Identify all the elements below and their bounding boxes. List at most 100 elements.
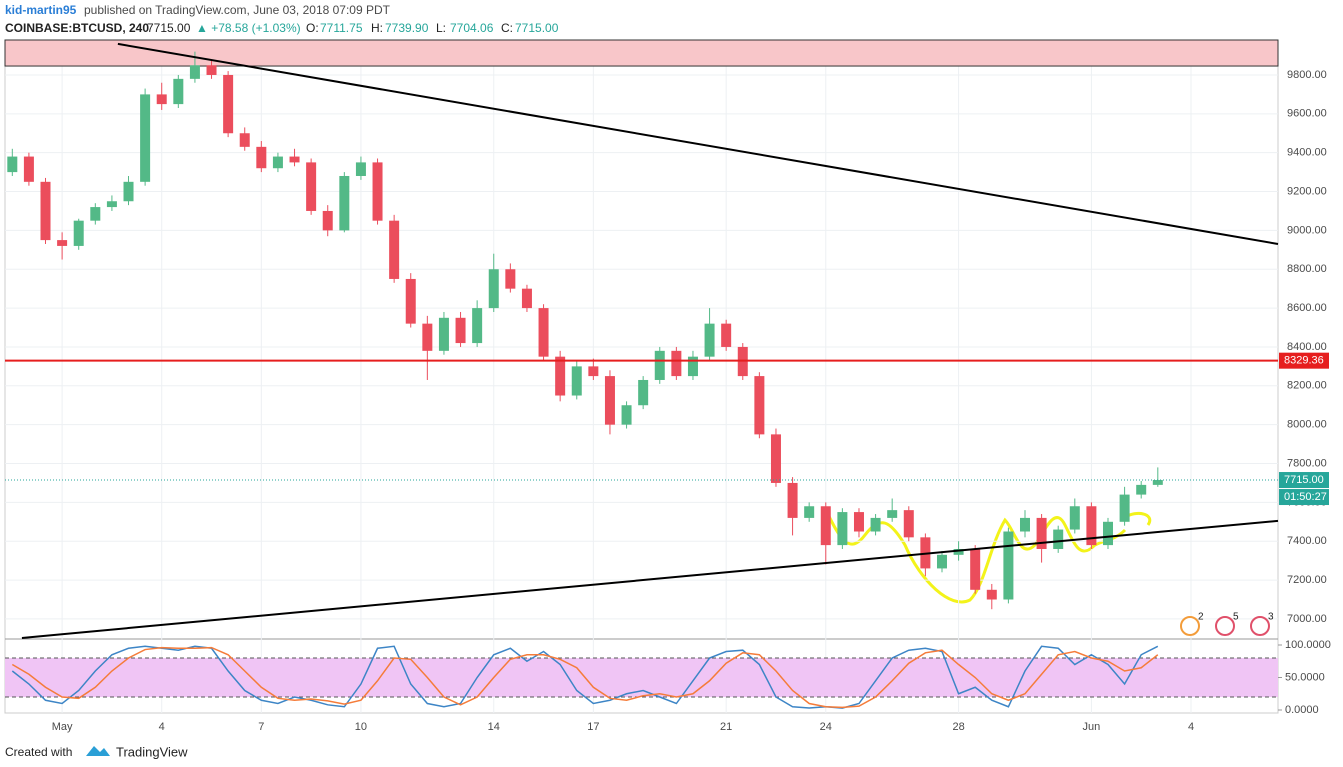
y-tick-label: 8000.00: [1287, 419, 1327, 431]
candle-body: [389, 220, 400, 279]
resistance-zone: [4, 39, 1279, 67]
stoch-line: [11, 646, 1159, 709]
y-tick-label: 9200.00: [1287, 185, 1327, 197]
x-tick-label: 14: [488, 721, 500, 733]
candle-body: [1019, 517, 1030, 532]
x-tick-label: 17: [587, 721, 599, 733]
event-count: 5: [1233, 612, 1239, 623]
y-tick-label: 8400.00: [1287, 341, 1327, 353]
symbol: COINBASE:BTCUSD, 240: [5, 21, 149, 35]
x-tick-label: 10: [355, 721, 367, 733]
candle-body: [472, 308, 483, 344]
candle-body: [538, 308, 549, 357]
x-tick-label: 4: [159, 721, 165, 733]
y-tick-label: 0.0000: [1285, 704, 1319, 716]
author[interactable]: kid-martin95: [5, 3, 77, 17]
y-tick-label: 7000.00: [1287, 613, 1327, 625]
candle-body: [721, 323, 732, 347]
candle-body: [355, 162, 366, 176]
y-tick-label: 8200.00: [1287, 380, 1327, 392]
candle-body: [73, 220, 84, 246]
candle-body: [1136, 484, 1147, 495]
candle-body: [173, 78, 184, 105]
candle-body: [870, 517, 881, 532]
change: ▲ +78.58 (+1.03%): [196, 21, 301, 35]
x-tick-label: May: [52, 721, 73, 733]
x-tick-label: Jun: [1083, 721, 1101, 733]
y-tick-label: 9400.00: [1287, 147, 1327, 159]
candle-body: [1152, 480, 1163, 485]
candle-body: [804, 506, 815, 518]
y-tick-label: 50.0000: [1285, 671, 1325, 683]
candle-body: [837, 512, 848, 546]
y-tick-label: 8800.00: [1287, 263, 1327, 275]
candle-body: [206, 65, 217, 75]
candle-body: [687, 356, 698, 377]
footer-text: Created with: [5, 745, 72, 759]
candle-body: [322, 210, 333, 231]
candle-body: [106, 201, 117, 208]
y-tick-label: 7200.00: [1287, 574, 1327, 586]
candle-body: [1036, 517, 1047, 549]
candle-body: [1086, 506, 1097, 546]
candle-body: [654, 350, 665, 380]
countdown-badge: [1279, 489, 1329, 506]
candle-body: [57, 240, 68, 246]
candle-body: [405, 278, 416, 324]
candle-body: [820, 506, 831, 546]
logo: [86, 746, 110, 756]
candle-body: [488, 269, 499, 309]
ohlc-value: 7704.06: [450, 21, 494, 35]
candle-body: [588, 366, 599, 377]
y-tick-label: 9600.00: [1287, 108, 1327, 120]
candle-body: [223, 74, 234, 134]
y-tick-label: 7400.00: [1287, 535, 1327, 547]
y-tick-label: 100.0000: [1285, 639, 1331, 651]
candle-body: [953, 548, 964, 555]
event-icon: [1250, 616, 1270, 636]
candle-body: [787, 482, 798, 518]
candle-body: [1119, 494, 1130, 522]
x-tick-label: 28: [952, 721, 964, 733]
candle-body: [521, 288, 532, 309]
ohlc-value: 7715.00: [515, 21, 559, 35]
ohlc-value: 7711.75: [320, 21, 363, 35]
event-count: 3: [1268, 612, 1274, 623]
candle-body: [306, 162, 317, 211]
ohlc-label: H:: [371, 21, 383, 35]
footer-brand[interactable]: TradingView: [116, 744, 188, 759]
x-tick-label: 4: [1188, 721, 1194, 733]
candle-body: [903, 510, 914, 538]
candle-body: [754, 376, 765, 435]
candle-body: [986, 589, 997, 600]
candle-body: [1003, 531, 1014, 600]
candle-body: [123, 181, 134, 202]
x-tick-label: 7: [258, 721, 264, 733]
x-tick-label: 24: [820, 721, 832, 733]
candle-body: [289, 156, 300, 163]
candle-body: [422, 323, 433, 351]
ohlc-label: L:: [436, 21, 446, 35]
candle-body: [1053, 529, 1064, 549]
ohlc-value: 7739.90: [385, 21, 429, 35]
trendline: [21, 519, 1279, 639]
candle-body: [189, 65, 200, 79]
candle-body: [770, 434, 781, 483]
last-price-label: 7715.00: [1284, 474, 1324, 486]
trendline: [117, 42, 1279, 245]
y-tick-label: 7800.00: [1287, 457, 1327, 469]
candle-body: [704, 323, 715, 357]
candle-body: [970, 548, 981, 590]
candle-body: [90, 207, 101, 221]
candle-body: [853, 512, 864, 532]
candle-body: [339, 175, 350, 231]
candle-body: [372, 162, 383, 221]
hline-label: 8329.36: [1284, 355, 1324, 367]
candle-body: [936, 554, 947, 569]
price-badge: [1279, 472, 1329, 489]
ohlc: O: 7711.75 H: 7739.90 L: 7704.06 C: 7715.00: [306, 21, 559, 35]
candle-body: [671, 350, 682, 377]
candle-body: [272, 156, 283, 169]
